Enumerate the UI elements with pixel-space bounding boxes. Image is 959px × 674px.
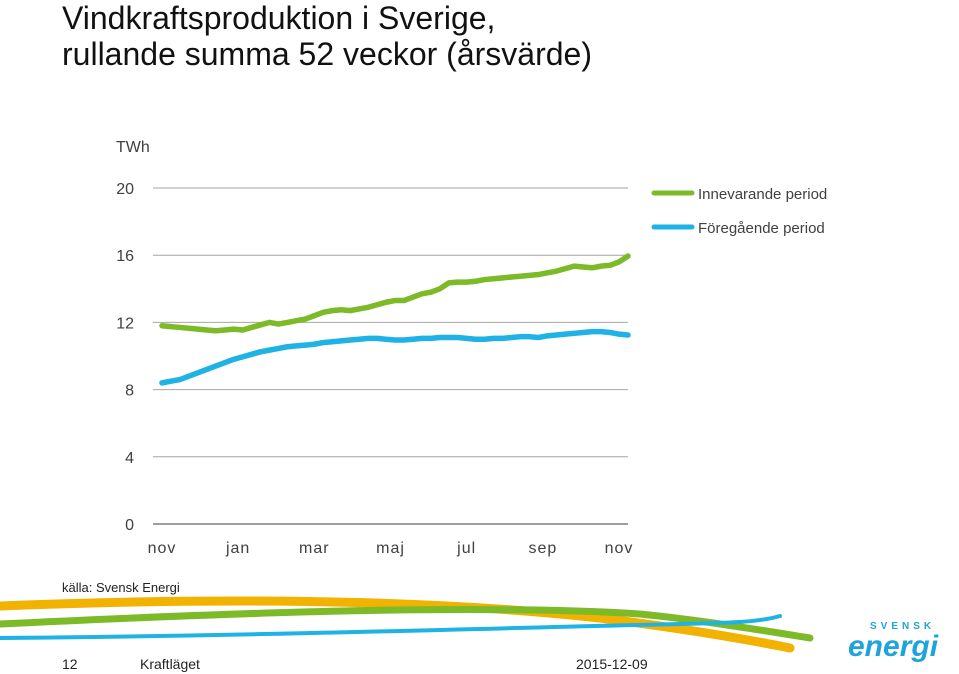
x-axis-ticks: nov jan mar maj jul sep nov bbox=[148, 540, 634, 557]
series-line-foregaende bbox=[159, 328, 631, 386]
series-lines bbox=[159, 253, 631, 386]
x-tick-label: mar bbox=[299, 540, 330, 557]
x-tick-label: nov bbox=[148, 540, 177, 557]
x-tick-label: jul bbox=[456, 540, 476, 557]
swoosh-blue bbox=[0, 614, 782, 640]
x-tick-label: sep bbox=[528, 540, 557, 557]
series-line-innevarande bbox=[159, 253, 631, 334]
x-tick-label: jan bbox=[225, 540, 250, 557]
y-axis-ticks: 0 4 8 12 16 20 bbox=[116, 181, 134, 534]
logo-top-text: SVENSK bbox=[870, 621, 935, 632]
page-number: 12 bbox=[62, 656, 78, 672]
logo-main-text: energi bbox=[848, 630, 939, 662]
chart-title: Vindkraftsproduktion i Sverige, rullande… bbox=[62, 0, 592, 72]
x-tick-label: nov bbox=[605, 540, 634, 557]
chart-legend: Innevarande period Föregående period bbox=[651, 186, 827, 237]
gridlines bbox=[153, 187, 628, 525]
y-tick-label: 16 bbox=[116, 248, 134, 265]
y-tick-label: 12 bbox=[116, 315, 134, 332]
line-chart: TWh 0 4 8 12 16 20 nov jan mar maj jul sep nov Inne… bbox=[116, 139, 827, 557]
y-axis-unit-label: TWh bbox=[116, 139, 150, 156]
y-tick-label: 8 bbox=[125, 383, 134, 400]
x-tick-label: maj bbox=[376, 540, 405, 557]
y-tick-label: 20 bbox=[116, 181, 134, 198]
legend-label-foregaende: Föregående period bbox=[698, 220, 825, 237]
doc-name: Kraftläget bbox=[140, 656, 200, 672]
source-note: källa: Svensk Energi bbox=[62, 580, 180, 595]
swoosh-green bbox=[0, 605, 814, 642]
y-tick-label: 0 bbox=[125, 517, 134, 534]
svensk-energi-logo: SVENSK energi bbox=[848, 621, 939, 662]
title-line-2: rullande summa 52 veckor (årsvärde) bbox=[62, 36, 592, 72]
footer-date: 2015-12-09 bbox=[576, 656, 648, 672]
y-tick-label: 4 bbox=[125, 450, 134, 467]
title-line-1: Vindkraftsproduktion i Sverige, bbox=[62, 0, 496, 36]
legend-label-innevarande: Innevarande period bbox=[698, 186, 827, 203]
swoosh-yellow bbox=[0, 596, 795, 653]
